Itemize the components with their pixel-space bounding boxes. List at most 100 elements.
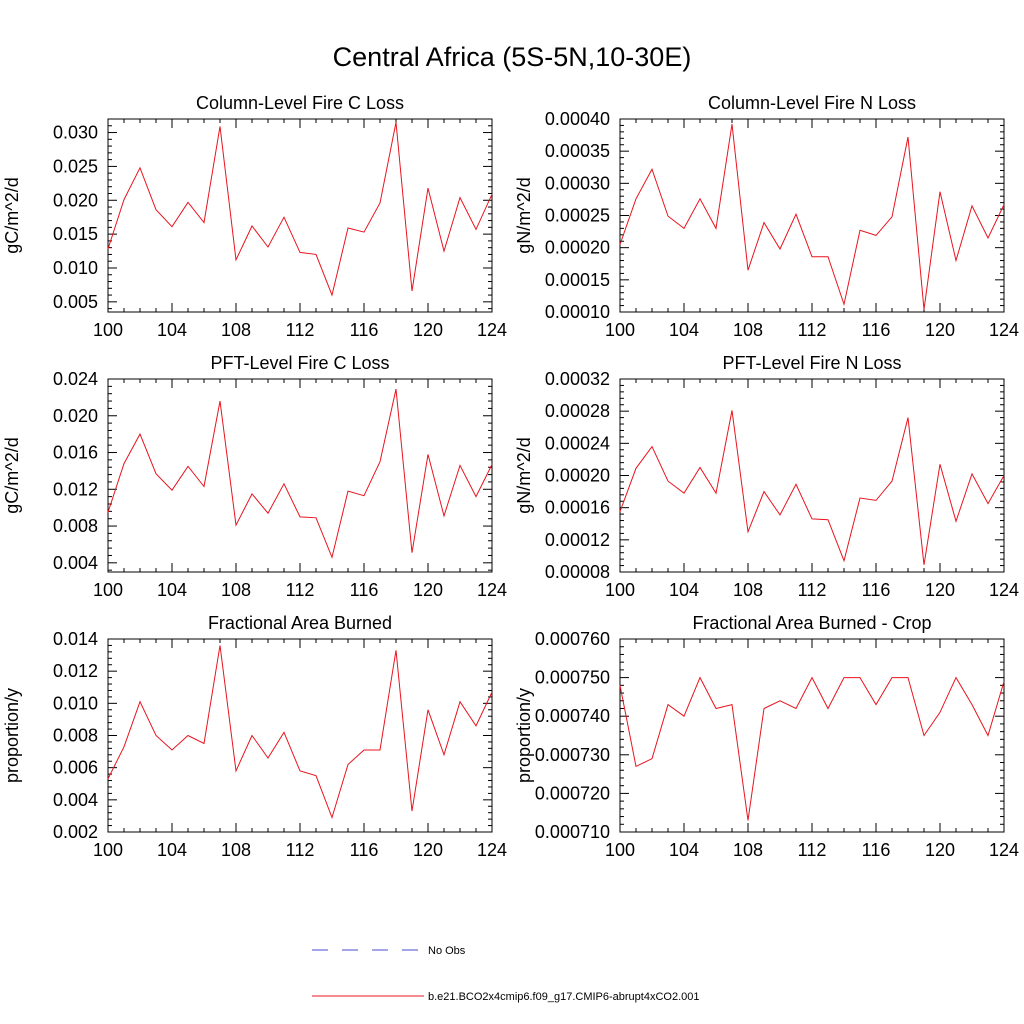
x-tick-label: 124 bbox=[989, 320, 1019, 340]
y-tick-label: 0.000710 bbox=[535, 822, 610, 842]
x-tick-label: 104 bbox=[157, 320, 187, 340]
x-tick-label: 100 bbox=[93, 320, 123, 340]
chart-panel-2: Column-Level Fire N Loss gN/m^2/d 100 104 10… bbox=[514, 93, 1019, 340]
x-tick-label: 120 bbox=[925, 320, 955, 340]
y-tick-label: 0.010 bbox=[53, 693, 98, 713]
x-tick-label: 108 bbox=[221, 840, 251, 860]
x-tick-label: 112 bbox=[286, 840, 315, 860]
x-tick-label: 100 bbox=[605, 580, 635, 600]
y-tick-label: 0.010 bbox=[53, 258, 98, 278]
y-tick-label: 0.00030 bbox=[545, 173, 610, 193]
y-tick-label: 0.00024 bbox=[545, 433, 610, 453]
x-tick-label: 108 bbox=[733, 840, 763, 860]
y-axis-label: gC/m^2/d bbox=[2, 437, 22, 513]
x-tick-label: 124 bbox=[477, 580, 507, 600]
y-tick-label: 0.00016 bbox=[545, 498, 610, 518]
y-tick-label: 0.002 bbox=[53, 822, 98, 842]
x-tick-label: 116 bbox=[862, 580, 891, 600]
x-tick-label: 100 bbox=[605, 320, 635, 340]
figure-title: Central Africa (5S-5N,10-30E) bbox=[332, 42, 692, 72]
y-tick-label: 0.00010 bbox=[545, 302, 610, 322]
chart-panel-5: Fractional Area Burned proportion/y 100 104… bbox=[2, 613, 507, 860]
x-tick-label: 124 bbox=[989, 840, 1019, 860]
y-tick-label: 0.016 bbox=[53, 443, 98, 463]
x-tick-label: 120 bbox=[925, 580, 955, 600]
x-tick-label: 104 bbox=[157, 580, 187, 600]
panel-title: Fractional Area Burned bbox=[208, 613, 392, 633]
x-tick-label: 104 bbox=[669, 320, 699, 340]
y-tick-label: 0.006 bbox=[53, 758, 98, 778]
y-tick-label: 0.00032 bbox=[545, 369, 610, 389]
series-line-model bbox=[107, 122, 493, 297]
x-tick-label: 124 bbox=[477, 840, 507, 860]
chart-panel-3: PFT-Level Fire C Loss gC/m^2/d 100 104 108 11… bbox=[2, 353, 507, 600]
x-tick-label: 100 bbox=[605, 840, 635, 860]
x-tick-label: 116 bbox=[350, 580, 379, 600]
y-tick-label: 0.024 bbox=[53, 369, 98, 389]
panel-title: Column-Level Fire N Loss bbox=[708, 93, 916, 113]
x-tick-label: 112 bbox=[286, 320, 315, 340]
x-tick-label: 116 bbox=[862, 320, 891, 340]
y-tick-label: 0.015 bbox=[53, 224, 98, 244]
x-tick-label: 112 bbox=[798, 840, 827, 860]
series-line-model bbox=[107, 645, 493, 820]
y-tick-label: 0.000760 bbox=[535, 629, 610, 649]
x-tick-label: 104 bbox=[157, 840, 187, 860]
y-tick-label: 0.012 bbox=[53, 661, 98, 681]
panel-title: Fractional Area Burned - Crop bbox=[692, 613, 931, 633]
y-tick-label: 0.00040 bbox=[545, 109, 610, 129]
plot-frame bbox=[619, 638, 1005, 833]
series-line-model bbox=[619, 410, 1005, 565]
x-tick-label: 104 bbox=[669, 580, 699, 600]
y-tick-label: 0.004 bbox=[53, 553, 98, 573]
x-tick-label: 108 bbox=[221, 580, 251, 600]
x-tick-label: 120 bbox=[413, 320, 443, 340]
x-tick-label: 120 bbox=[925, 840, 955, 860]
series-line-model bbox=[619, 676, 1005, 821]
y-tick-label: 0.00020 bbox=[545, 238, 610, 258]
y-tick-label: 0.012 bbox=[53, 479, 98, 499]
plot-frame bbox=[107, 638, 493, 833]
x-tick-label: 100 bbox=[93, 840, 123, 860]
y-tick-label: 0.00035 bbox=[545, 141, 610, 161]
y-axis-label: proportion/y bbox=[514, 688, 534, 783]
y-tick-label: 0.008 bbox=[53, 516, 98, 536]
x-tick-label: 124 bbox=[477, 320, 507, 340]
chart-panel-1: Column-Level Fire C Loss gC/m^2/d 100 104 10… bbox=[2, 93, 507, 340]
y-axis-label: gN/m^2/d bbox=[514, 177, 534, 253]
plot-frame bbox=[619, 118, 1005, 313]
y-tick-label: 0.000740 bbox=[535, 706, 610, 726]
x-tick-label: 120 bbox=[413, 840, 443, 860]
x-tick-label: 112 bbox=[798, 320, 827, 340]
y-tick-label: 0.005 bbox=[53, 292, 98, 312]
x-tick-label: 120 bbox=[413, 580, 443, 600]
y-tick-label: 0.008 bbox=[53, 726, 98, 746]
y-tick-label: 0.00020 bbox=[545, 466, 610, 486]
x-tick-label: 112 bbox=[798, 580, 827, 600]
y-tick-label: 0.004 bbox=[53, 790, 98, 810]
y-tick-label: 0.030 bbox=[53, 123, 98, 143]
x-tick-label: 108 bbox=[221, 320, 251, 340]
y-tick-label: 0.020 bbox=[53, 406, 98, 426]
chart-panel-6: Fractional Area Burned - Crop proportion/… bbox=[514, 613, 1019, 860]
panel-title: PFT-Level Fire C Loss bbox=[210, 353, 389, 373]
y-tick-label: 0.020 bbox=[53, 190, 98, 210]
legend-model-label: b.e21.BCO2x4cmip6.f09_g17.CMIP6-abrupt4x… bbox=[428, 991, 700, 1003]
y-tick-label: 0.000720 bbox=[535, 783, 610, 803]
y-tick-label: 0.00015 bbox=[545, 270, 610, 290]
legend: No Obs b.e21.BCO2x4cmip6.f09_g17.CMIP6-ab… bbox=[312, 945, 700, 1003]
x-tick-label: 108 bbox=[733, 320, 763, 340]
x-tick-label: 116 bbox=[862, 840, 891, 860]
plot-frame bbox=[107, 118, 493, 313]
y-axis-label: proportion/y bbox=[2, 688, 22, 783]
legend-obs-label: No Obs bbox=[428, 945, 466, 957]
x-tick-label: 124 bbox=[989, 580, 1019, 600]
y-tick-label: 0.000730 bbox=[535, 745, 610, 765]
y-axis-label: gC/m^2/d bbox=[2, 177, 22, 253]
x-tick-label: 108 bbox=[733, 580, 763, 600]
x-tick-label: 116 bbox=[350, 840, 379, 860]
y-tick-label: 0.000750 bbox=[535, 668, 610, 688]
x-tick-label: 112 bbox=[286, 580, 315, 600]
